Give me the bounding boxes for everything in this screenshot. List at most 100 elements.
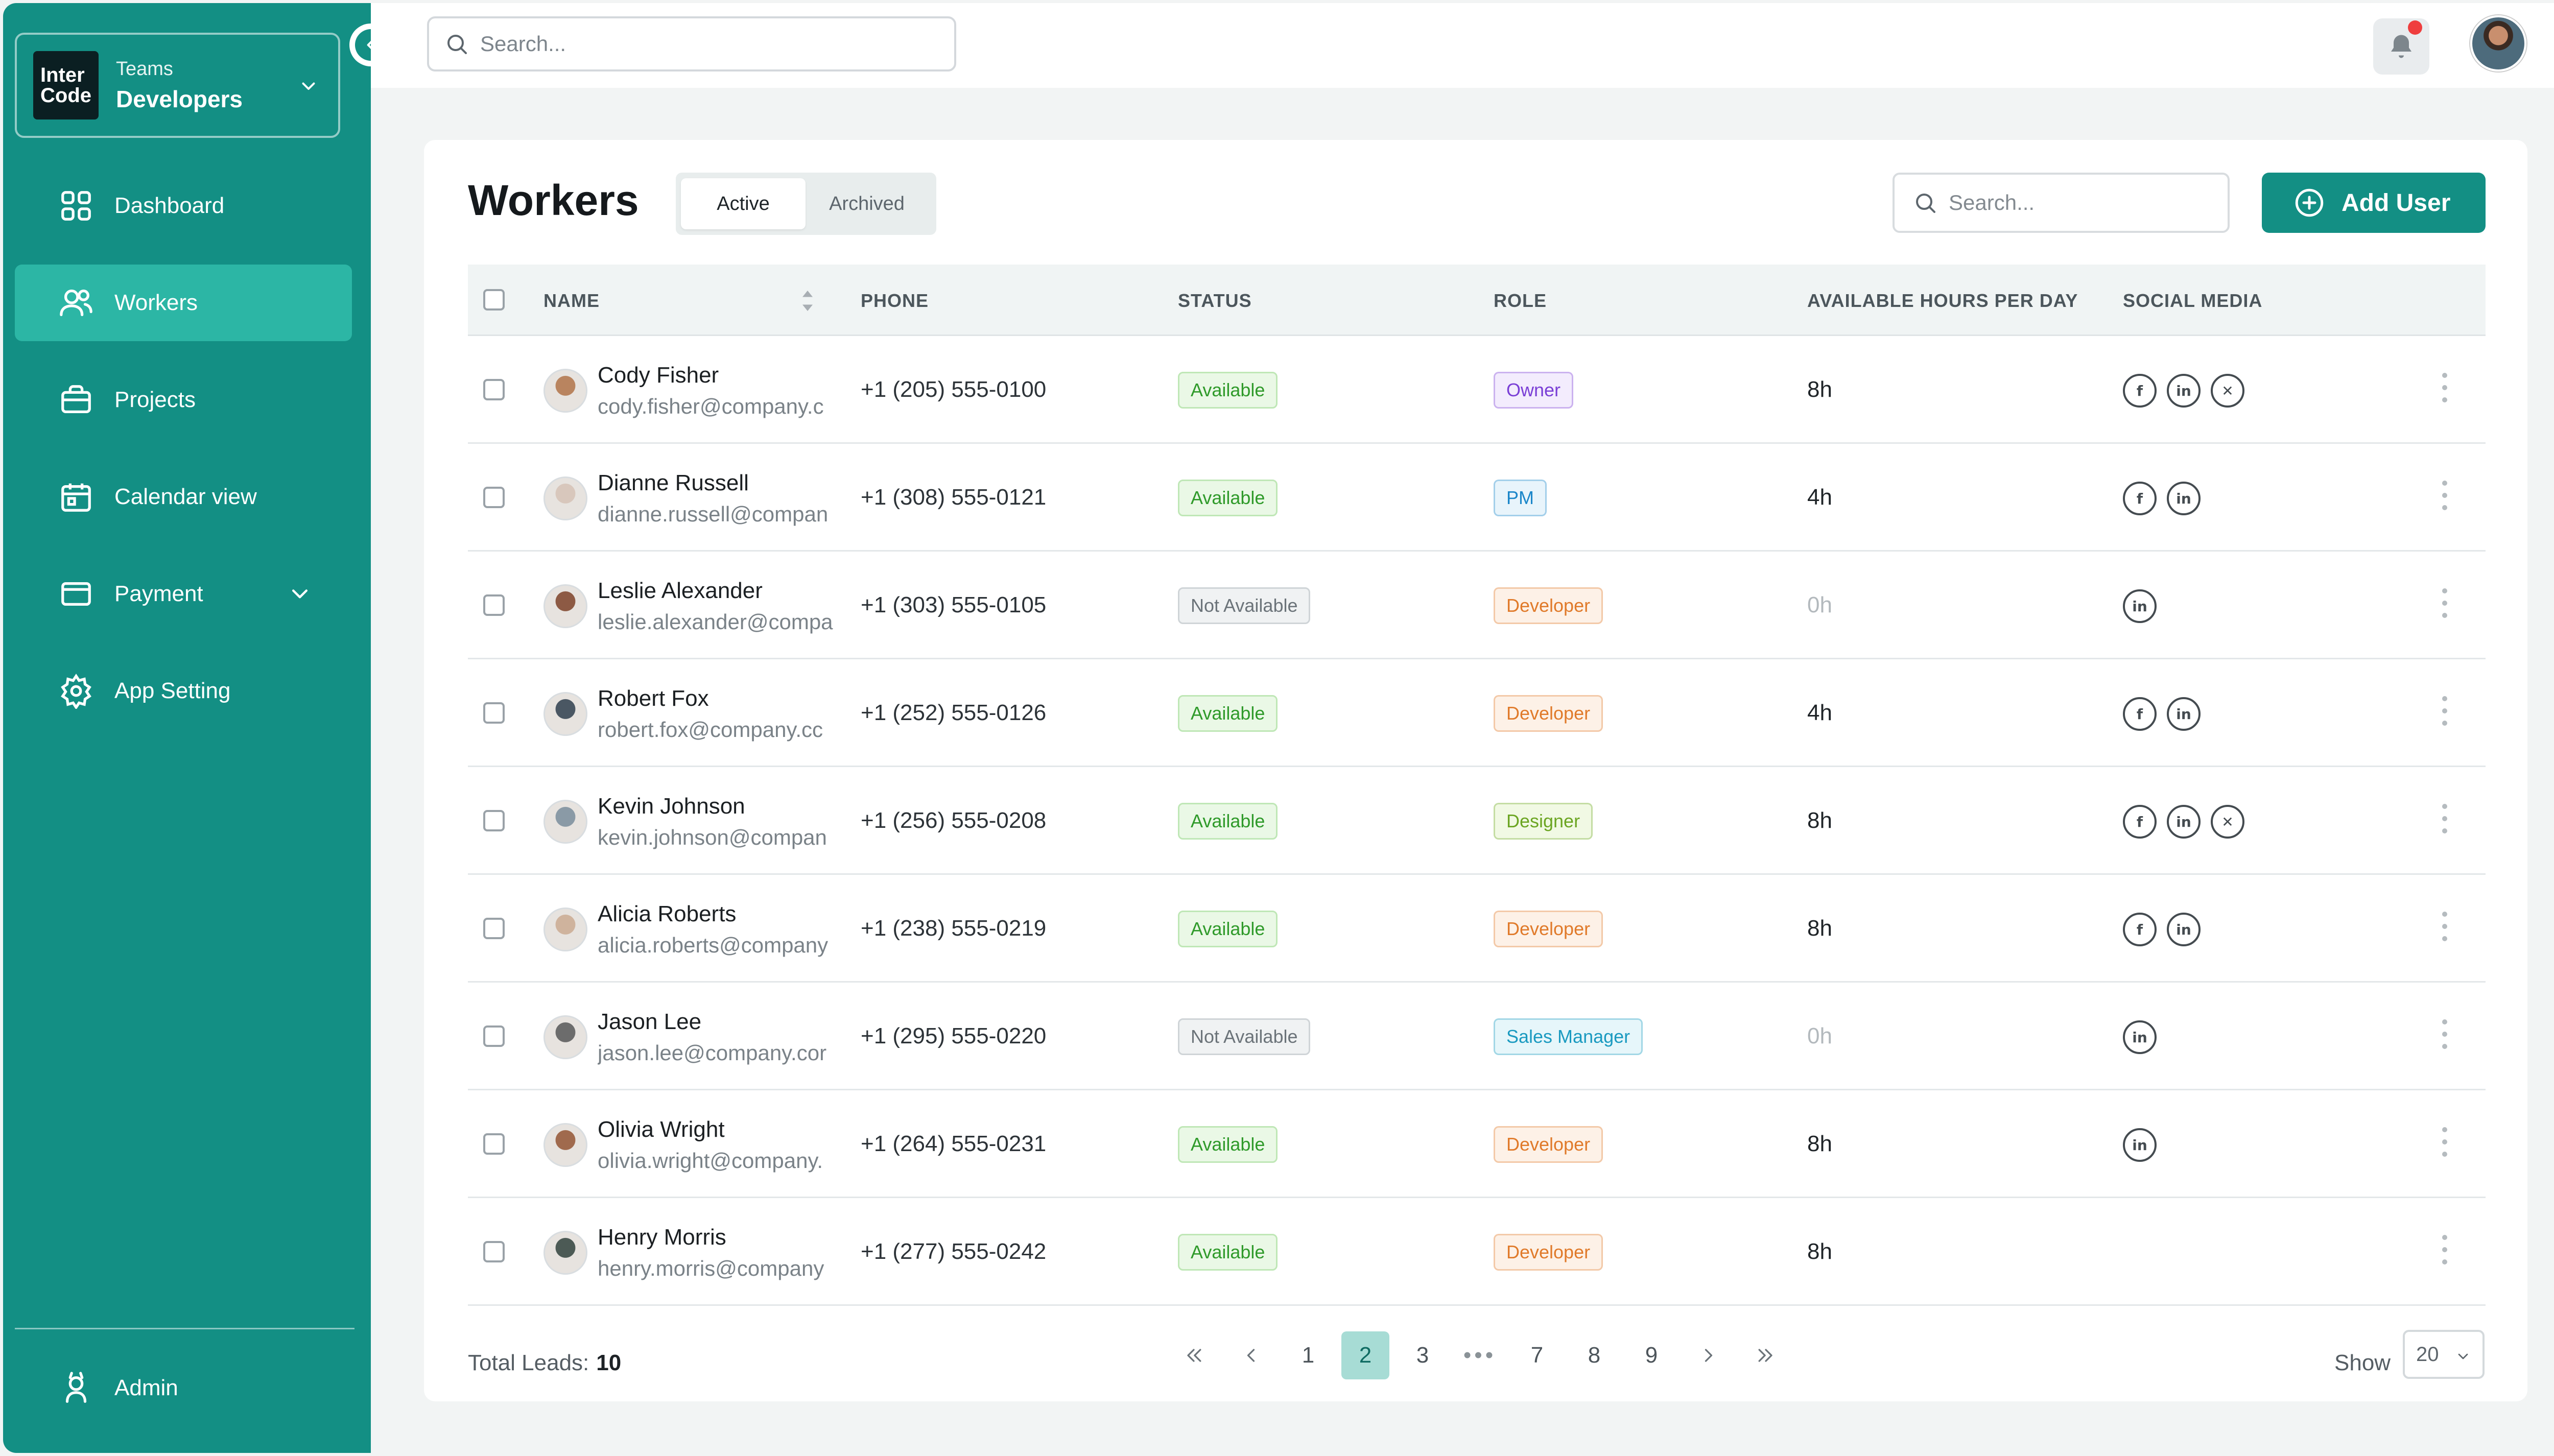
row-menu-icon[interactable] — [2440, 804, 2450, 833]
next-page-button[interactable] — [1685, 1331, 1733, 1379]
table-row[interactable]: Jason Lee jason.lee@company.cor +1 (295)… — [468, 983, 2486, 1090]
row-checkbox[interactable] — [483, 379, 505, 400]
sidebar-item-dashboard[interactable]: Dashboard — [15, 168, 352, 244]
linkedin-icon[interactable]: in — [2167, 482, 2201, 515]
linkedin-icon[interactable]: in — [2123, 1020, 2157, 1054]
row-menu-icon[interactable] — [2440, 481, 2450, 510]
sidebar-item-projects[interactable]: Projects — [15, 362, 352, 438]
row-checkbox[interactable] — [483, 1133, 505, 1155]
prev-page-button[interactable] — [1227, 1331, 1275, 1379]
table-row[interactable]: Alicia Roberts alicia.roberts@company +1… — [468, 875, 2486, 983]
worker-email: cody.fisher@company.c — [598, 394, 824, 418]
sidebar-item-admin[interactable]: Admin — [15, 1350, 352, 1426]
sidebar-item-app-setting[interactable]: App Setting — [15, 653, 352, 729]
page-button[interactable]: 1 — [1302, 1343, 1315, 1368]
linkedin-icon[interactable]: in — [2167, 697, 2201, 731]
avatar — [543, 1123, 587, 1167]
table-row[interactable]: Olivia Wright olivia.wright@company. +1 … — [468, 1090, 2486, 1198]
page-size-select[interactable]: 20 — [2403, 1330, 2485, 1379]
x-twitter-icon[interactable]: ✕ — [2211, 805, 2244, 839]
sidebar-item-payment[interactable]: Payment — [15, 556, 352, 632]
page-button[interactable]: 7 — [1530, 1343, 1544, 1368]
table-row[interactable]: Leslie Alexander leslie.alexander@compa … — [468, 552, 2486, 659]
page-button[interactable]: 9 — [1645, 1343, 1658, 1368]
table-row[interactable]: Henry Morris henry.morris@company +1 (27… — [468, 1198, 2486, 1306]
linkedin-icon[interactable]: in — [2123, 589, 2157, 623]
row-menu-icon[interactable] — [2440, 912, 2450, 941]
worker-email: alicia.roberts@company — [598, 933, 829, 957]
column-header-name[interactable]: NAME — [543, 290, 600, 311]
sidebar-item-workers[interactable]: Workers — [15, 265, 352, 341]
linkedin-icon[interactable]: in — [2123, 1128, 2157, 1162]
table-row[interactable]: Kevin Johnson kevin.johnson@compan +1 (2… — [468, 767, 2486, 875]
avatar — [543, 1231, 587, 1275]
worker-phone: +1 (303) 555-0105 — [861, 592, 1047, 617]
row-checkbox[interactable] — [483, 594, 505, 616]
table-row[interactable]: Cody Fisher cody.fisher@company.c +1 (20… — [468, 336, 2486, 444]
role-badge: Developer — [1494, 1126, 1603, 1163]
user-avatar[interactable] — [2470, 15, 2526, 71]
column-header-social: SOCIAL MEDIA — [2123, 290, 2263, 311]
facebook-icon[interactable]: f — [2123, 913, 2157, 946]
status-badge: Available — [1178, 480, 1278, 516]
table-row[interactable]: Dianne Russell dianne.russell@compan +1 … — [468, 444, 2486, 552]
row-checkbox[interactable] — [483, 702, 505, 724]
facebook-icon[interactable]: f — [2123, 482, 2157, 515]
sidebar-item-calendar[interactable]: Calendar view — [15, 459, 352, 535]
row-menu-icon[interactable] — [2440, 588, 2450, 618]
worker-phone: +1 (277) 555-0242 — [861, 1239, 1047, 1264]
table-row[interactable]: Robert Fox robert.fox@company.cc +1 (252… — [468, 659, 2486, 767]
tab-active[interactable]: Active — [681, 178, 806, 229]
row-checkbox[interactable] — [483, 1241, 505, 1262]
select-all-checkbox[interactable] — [483, 289, 505, 311]
notifications-button[interactable] — [2373, 18, 2429, 75]
add-user-button[interactable]: Add User — [2262, 173, 2486, 233]
facebook-icon[interactable]: f — [2123, 805, 2157, 839]
avatar — [543, 908, 587, 951]
avatar — [543, 369, 587, 413]
social-links: f in — [2123, 913, 2201, 946]
available-hours: 0h — [1807, 1023, 1832, 1048]
role-badge: Developer — [1494, 587, 1603, 624]
row-menu-icon[interactable] — [2440, 1127, 2450, 1157]
first-page-button[interactable] — [1170, 1331, 1218, 1379]
role-badge: PM — [1494, 480, 1547, 516]
facebook-icon[interactable]: f — [2123, 697, 2157, 731]
calendar-icon — [61, 483, 91, 512]
table-search-input[interactable]: Search... — [1893, 173, 2230, 233]
worker-phone: +1 (205) 555-0100 — [861, 377, 1047, 402]
linkedin-icon[interactable]: in — [2167, 913, 2201, 946]
tab-archived[interactable]: Archived — [829, 193, 905, 214]
row-menu-icon[interactable] — [2440, 1235, 2450, 1264]
row-menu-icon[interactable] — [2440, 373, 2450, 402]
row-checkbox[interactable] — [483, 487, 505, 508]
row-checkbox[interactable] — [483, 810, 505, 831]
status-badge: Not Available — [1178, 1018, 1311, 1055]
status-badge: Available — [1178, 695, 1278, 732]
row-menu-icon[interactable] — [2440, 1019, 2450, 1049]
facebook-icon[interactable]: f — [2123, 374, 2157, 408]
worker-name: Cody Fisher — [598, 363, 719, 388]
page-button[interactable]: 3 — [1416, 1343, 1429, 1368]
status-badge: Available — [1178, 1234, 1278, 1271]
column-header-role: ROLE — [1494, 290, 1547, 311]
sort-icon[interactable] — [800, 288, 815, 314]
page-button[interactable]: 8 — [1588, 1343, 1601, 1368]
row-checkbox[interactable] — [483, 918, 505, 939]
worker-email: olivia.wright@company. — [598, 1149, 823, 1173]
row-menu-icon[interactable] — [2440, 696, 2450, 726]
pagination: 1 2 3 ••• 7 8 9 — [1170, 1331, 1799, 1379]
x-twitter-icon[interactable]: ✕ — [2211, 374, 2244, 408]
last-page-button[interactable] — [1742, 1331, 1790, 1379]
linkedin-icon[interactable]: in — [2167, 374, 2201, 408]
global-search-input[interactable]: Search... — [427, 16, 956, 71]
page-button-current[interactable]: 2 — [1341, 1331, 1389, 1379]
sidebar-item-label: Workers — [114, 290, 198, 315]
row-checkbox[interactable] — [483, 1025, 505, 1047]
worker-phone: +1 (238) 555-0219 — [861, 916, 1047, 941]
linkedin-icon[interactable]: in — [2167, 805, 2201, 839]
worker-name: Dianne Russell — [598, 470, 749, 495]
available-hours: 8h — [1807, 377, 1832, 402]
social-links: in — [2123, 589, 2157, 623]
team-switcher[interactable]: Inter Code Teams Developers — [15, 33, 340, 138]
